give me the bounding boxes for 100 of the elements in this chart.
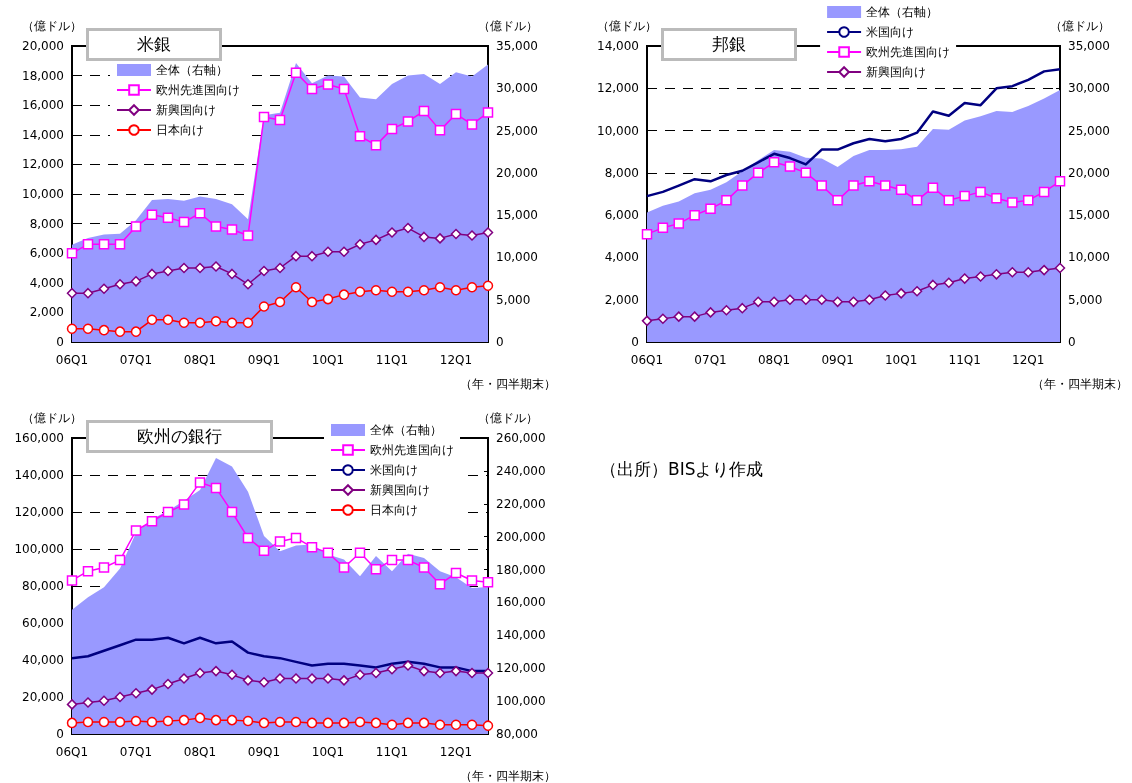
y-tick-label: 140,000 <box>14 468 64 482</box>
point <box>864 294 875 305</box>
point <box>194 477 206 488</box>
point <box>146 268 158 280</box>
point <box>832 296 843 308</box>
point <box>114 691 126 703</box>
point <box>800 294 812 305</box>
legend-label: 米国向け <box>866 25 915 39</box>
point <box>673 218 685 229</box>
point <box>721 195 732 206</box>
x-tick-label: 08Q1 <box>757 353 791 367</box>
point <box>82 565 94 577</box>
y2-tick-label: 0 <box>1068 335 1076 349</box>
point <box>210 316 222 327</box>
point <box>98 324 110 336</box>
x-tick-label: 06Q1 <box>55 353 89 367</box>
point <box>66 699 78 710</box>
point <box>274 716 286 728</box>
point <box>434 578 446 590</box>
point <box>402 286 414 297</box>
x-tick-label: 06Q1 <box>630 353 664 367</box>
point <box>991 269 1002 280</box>
y2-axis-title: （億ドル） <box>1050 19 1110 33</box>
y2-tick-label: 240,000 <box>496 463 546 478</box>
point <box>226 224 238 235</box>
point <box>784 294 796 305</box>
point <box>386 664 398 675</box>
point <box>354 669 366 681</box>
y-tick-label: 10,000 <box>22 187 64 201</box>
point <box>1054 176 1066 187</box>
y2-tick-label: 10,000 <box>1068 250 1110 265</box>
point <box>306 717 318 729</box>
legend-label: 欧州先進国向け <box>156 83 240 97</box>
point <box>418 562 430 573</box>
legend-label: 日本向け <box>370 503 418 517</box>
point <box>226 268 238 280</box>
point <box>114 239 126 250</box>
x-tick-label: 08Q1 <box>183 745 217 759</box>
point <box>418 717 430 729</box>
point <box>927 279 939 291</box>
x-tick-label: 09Q1 <box>821 353 854 367</box>
point <box>689 311 700 322</box>
x-tick-label: 08Q1 <box>183 353 217 367</box>
point <box>466 230 478 241</box>
point <box>242 279 254 290</box>
point <box>402 717 414 729</box>
point <box>370 717 382 729</box>
y-tick-label: 8,000 <box>29 216 64 231</box>
point <box>146 716 158 728</box>
point <box>178 714 190 726</box>
point <box>768 296 780 308</box>
point <box>1007 197 1018 208</box>
title-frame: 米銀 <box>86 28 222 61</box>
x-tick-label: 11Q1 <box>948 353 981 367</box>
point <box>82 323 94 334</box>
point <box>418 284 430 296</box>
point <box>482 107 494 118</box>
point <box>242 675 254 686</box>
x-tick-label: 10Q1 <box>884 353 918 367</box>
y-tick-label: 2,000 <box>604 292 639 307</box>
legend-label: 新興国向け <box>156 103 216 117</box>
y2-tick-label: 0 <box>496 335 504 349</box>
point <box>322 79 334 90</box>
point <box>162 678 174 690</box>
x-tick-label: 09Q1 <box>247 353 281 367</box>
y-tick-label: 14,000 <box>597 39 639 53</box>
point <box>402 222 414 234</box>
point <box>114 554 126 566</box>
y2-tick-label: 30,000 <box>1068 81 1110 96</box>
point <box>689 209 700 221</box>
point <box>752 167 764 179</box>
point <box>402 660 414 671</box>
y2-axis-title: （億ドル） <box>478 411 538 425</box>
point <box>434 719 446 730</box>
point <box>290 673 302 684</box>
y-tick-label: 0 <box>56 335 64 349</box>
point <box>210 714 222 726</box>
point <box>386 227 398 238</box>
y-tick-label: 8,000 <box>604 165 639 180</box>
point <box>194 667 206 679</box>
point <box>975 186 986 198</box>
x-tick-label: 12Q1 <box>439 745 473 759</box>
point <box>306 296 318 308</box>
point <box>386 123 398 135</box>
point <box>146 314 158 326</box>
point <box>657 313 669 324</box>
x-axis-title: （年・四半期末） <box>1032 377 1128 391</box>
point <box>737 180 748 191</box>
point <box>226 317 238 329</box>
x-tick-label: 06Q1 <box>55 745 89 759</box>
point <box>864 176 875 187</box>
point <box>258 111 270 123</box>
point <box>338 562 350 573</box>
point <box>370 564 382 575</box>
point <box>466 281 478 293</box>
point <box>466 575 478 586</box>
y-tick-label: 4,000 <box>604 250 639 265</box>
legend-label: 全体（右軸） <box>866 5 939 19</box>
point <box>370 667 382 679</box>
y-tick-label: 6,000 <box>604 208 639 223</box>
